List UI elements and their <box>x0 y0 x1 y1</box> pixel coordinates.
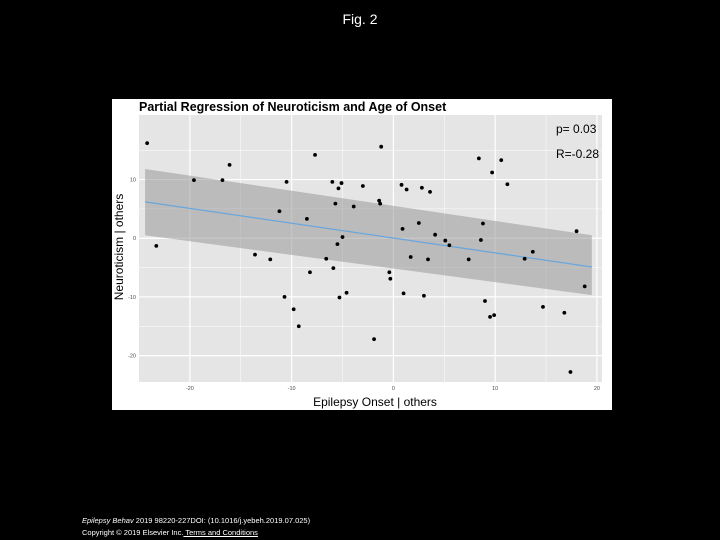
data-point <box>568 370 573 374</box>
copyright-text: Copyright © 2019 Elsevier Inc. <box>82 528 184 537</box>
p-value-annotation: p= 0.03 <box>556 122 597 136</box>
x-axis-label: Epilepsy Onset | others <box>313 395 437 409</box>
data-point <box>360 184 365 188</box>
data-point <box>399 182 404 187</box>
terms-and-conditions-link[interactable]: Terms and Conditions <box>183 528 258 537</box>
regression-line <box>145 201 592 268</box>
x-tick-label: -20 <box>186 386 194 392</box>
x-tick-label: -10 <box>288 386 296 392</box>
data-point <box>339 181 344 185</box>
data-point <box>268 257 273 262</box>
data-point <box>505 182 510 187</box>
y-tick-label: -20 <box>128 354 136 360</box>
x-tick-label: 0 <box>392 386 395 392</box>
data-point <box>479 238 483 242</box>
data-point <box>492 313 497 318</box>
confidence-ribbon <box>145 168 592 296</box>
data-point <box>419 185 424 190</box>
chart-title: Partial Regression of Neuroticism and Ag… <box>139 100 447 114</box>
copyright-line: Copyright © 2019 Elsevier Inc. Terms and… <box>82 528 258 537</box>
citation-text: 2019 98220-227DOI: (10.1016/j.yebeh.2019… <box>133 516 311 525</box>
data-point <box>422 293 426 298</box>
figure-panel: -20 -10 0 10 20 -20 -10 0 10 Partial Regression … <box>112 99 612 410</box>
journal-name: Epilepsy Behav <box>82 516 134 525</box>
data-point <box>562 310 567 315</box>
data-point <box>253 252 257 257</box>
data-point <box>344 290 349 295</box>
data-point <box>488 314 492 319</box>
data-point <box>401 291 406 296</box>
data-point <box>408 255 413 259</box>
data-point <box>324 256 329 261</box>
data-point <box>428 189 432 194</box>
data-point <box>490 170 495 175</box>
slide-title: Fig. 2 <box>342 11 378 27</box>
data-point <box>481 221 485 226</box>
y-tick-label: -10 <box>128 295 136 301</box>
data-point <box>541 304 545 309</box>
data-point <box>192 178 196 183</box>
data-point <box>282 295 287 299</box>
data-point <box>433 232 438 237</box>
data-point <box>331 266 336 271</box>
x-tick-label: 20 <box>594 386 600 392</box>
r-value-annotation: R=-0.28 <box>556 147 599 161</box>
data-point <box>426 257 430 262</box>
data-point <box>313 153 317 157</box>
data-point <box>296 324 301 329</box>
data-point <box>378 201 383 206</box>
data-point <box>447 243 452 248</box>
data-point <box>377 198 382 203</box>
data-point <box>227 162 232 167</box>
data-point <box>574 229 579 234</box>
citation-line: Epilepsy Behav 2019 98220-227DOI: (10.10… <box>82 516 310 525</box>
data-point <box>483 299 487 303</box>
data-point <box>284 179 289 184</box>
data-point <box>277 209 282 214</box>
data-point <box>220 178 225 183</box>
data-point <box>340 235 345 239</box>
y-tick-label: 10 <box>130 178 136 184</box>
data-point <box>145 141 150 146</box>
data-point <box>333 201 338 206</box>
tick-labels: -20 -10 0 10 20 -20 -10 0 10 <box>128 178 600 392</box>
data-point <box>476 156 481 161</box>
data-point <box>443 238 448 243</box>
data-points <box>145 141 587 374</box>
data-point <box>337 295 342 300</box>
data-point <box>308 270 312 275</box>
data-point <box>351 204 356 209</box>
data-point <box>379 144 384 149</box>
x-tick-label: 10 <box>492 386 498 392</box>
data-point <box>291 307 296 312</box>
y-tick-label: 0 <box>133 236 136 242</box>
data-point <box>388 276 393 281</box>
data-point <box>372 337 376 342</box>
scatter-chart: -20 -10 0 10 20 -20 -10 0 10 Partial Regression … <box>112 100 602 409</box>
data-point <box>330 179 335 184</box>
y-axis-label: Neuroticism | others <box>112 194 126 300</box>
data-point <box>400 226 405 231</box>
data-point <box>154 243 159 248</box>
data-point <box>404 187 409 192</box>
data-point <box>522 256 527 261</box>
data-point <box>466 257 471 262</box>
data-point <box>499 158 504 163</box>
data-point <box>582 284 587 289</box>
data-point <box>416 221 421 225</box>
data-point <box>335 242 340 246</box>
data-point <box>530 249 535 254</box>
data-point <box>305 216 309 221</box>
data-point <box>336 186 341 191</box>
data-point <box>387 270 392 275</box>
